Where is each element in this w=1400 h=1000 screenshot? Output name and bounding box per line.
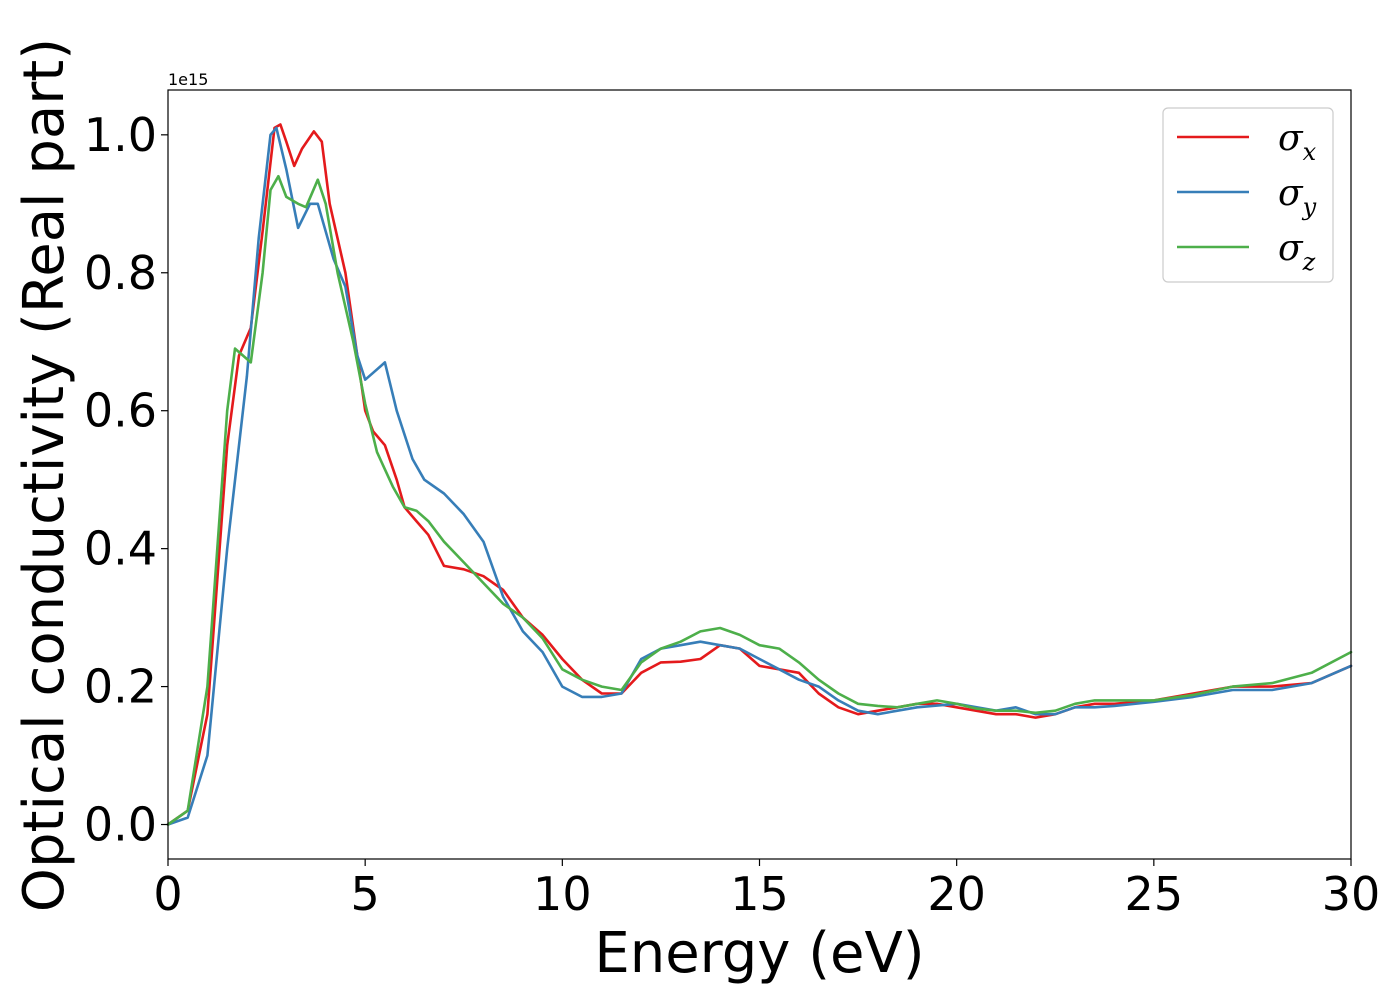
y-tick-label: 0.6 xyxy=(84,384,157,438)
series-line-sigma-z xyxy=(166,174,1353,826)
x-axis-label: Energy (eV) xyxy=(594,921,924,986)
x-tick-label: 20 xyxy=(927,867,986,921)
legend-subscript: y xyxy=(1302,193,1317,221)
y-offset-label: 1e15 xyxy=(168,70,208,89)
y-tick-label: 0.0 xyxy=(84,798,157,852)
y-axis-label: Optical conductivity (Real part) xyxy=(12,38,77,912)
series-line-sigma-y xyxy=(166,126,1353,826)
series-line-sigma-x xyxy=(166,123,1353,826)
y-axis: 0.0 0.2 0.4 0.6 0.8 1.0 xyxy=(84,108,168,852)
y-tick-label: 0.8 xyxy=(84,246,157,300)
x-tick-label: 0 xyxy=(153,867,182,921)
x-tick-label: 5 xyxy=(351,867,380,921)
x-tick-label: 15 xyxy=(730,867,789,921)
series-lines xyxy=(166,123,1353,826)
legend-subscript: x xyxy=(1303,138,1317,166)
y-tick-label: 0.2 xyxy=(84,660,157,714)
legend-box xyxy=(1162,107,1334,283)
x-tick-label: 30 xyxy=(1322,867,1381,921)
y-tick-label: 0.4 xyxy=(84,522,157,576)
legend-subscript: z xyxy=(1302,248,1316,276)
y-tick-label: 1.0 xyxy=(84,108,157,162)
x-tick-label: 10 xyxy=(533,867,592,921)
x-tick-label: 25 xyxy=(1125,867,1184,921)
plot-background xyxy=(168,90,1351,859)
x-axis: 0 5 10 15 20 25 30 xyxy=(153,859,1380,921)
